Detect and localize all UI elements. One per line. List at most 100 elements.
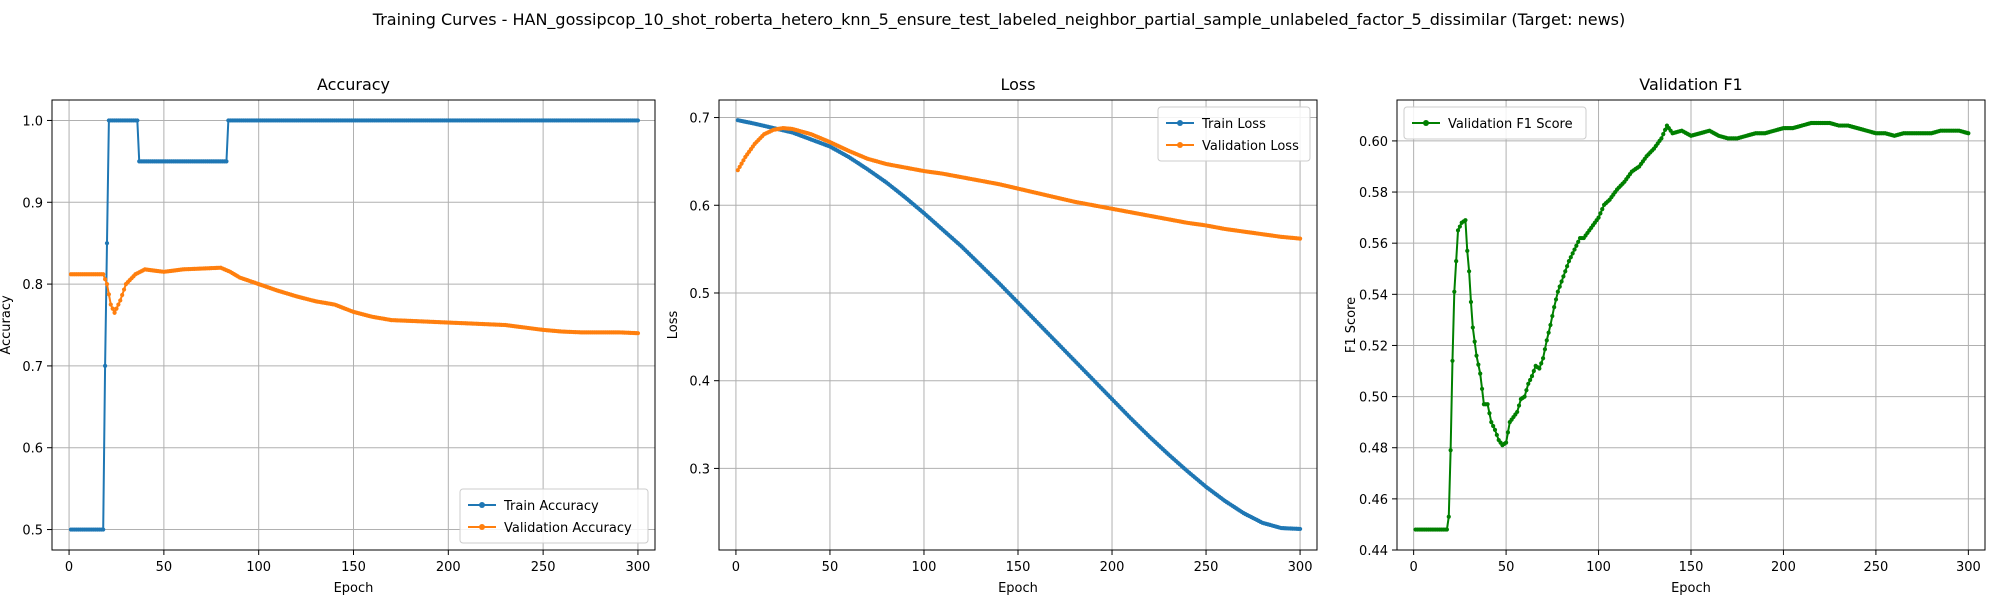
data-point [1553,297,1559,302]
data-point [1568,255,1573,260]
legend-item: Validation Loss [1166,139,1299,154]
data-point [1570,251,1575,256]
series-train-accuracy [68,118,641,532]
data-point [1503,440,1509,445]
data-point [104,241,110,246]
data-point [1472,339,1477,344]
data-point [1531,368,1536,374]
data-point [1468,299,1474,305]
x-tick-label: 300 [1288,560,1313,575]
data-point [121,287,127,292]
legend-box [1157,106,1311,162]
grid [1397,100,1985,551]
y-tick-label: 0.4 [689,375,710,390]
plot-frame [1396,99,1986,551]
data-point [1526,381,1531,386]
series-markers [1413,120,1971,532]
x-tick-label: 250 [1194,560,1219,575]
data-point [1600,206,1605,212]
data-point [1966,131,1971,136]
data-point [1539,361,1544,366]
data-point [1548,322,1553,328]
series-validation-loss [735,125,1303,241]
data-point [1522,394,1527,399]
data-point [1474,353,1479,358]
data-point [1596,215,1601,220]
series-validation-f1-score [1413,120,1971,532]
data-point [1457,224,1462,229]
data-point [635,331,641,336]
data-point [120,292,125,298]
data-point [1661,131,1666,137]
y-axis-label: Loss [666,311,681,340]
x-tick-label: 50 [822,560,839,575]
plot-frame [718,99,1318,551]
data-point [1297,236,1303,241]
accuracy-chart: Accuracy 0 50 100 150 200 250 300 0.5 0.6 0.7 0.8 0.… [0,75,656,596]
data-point [1546,330,1551,335]
data-point [1467,269,1472,274]
data-point [1524,388,1529,393]
series-markers [735,118,1303,532]
legend-label: Train Accuracy [503,499,599,514]
legend-swatch-marker [1177,120,1183,126]
data-point [1555,289,1560,294]
series-validation-accuracy [68,265,641,336]
y-tick-label: 0.44 [1359,544,1388,559]
data-point [1448,448,1453,453]
legend: Train Loss Validation Loss [1157,106,1311,162]
x-axis-label: Epoch [1671,581,1711,596]
data-point [739,161,744,166]
data-point [102,277,108,282]
data-point [635,118,641,123]
data-point [1452,289,1457,294]
data-point [1465,248,1470,253]
legend-label: Train Loss [1201,117,1266,132]
data-point [1574,243,1579,248]
data-point [1463,218,1468,223]
legend-item: Train Accuracy [468,499,599,514]
x-axis-label: Epoch [334,581,374,596]
data-point [741,158,746,163]
data-point [1542,347,1548,352]
data-point [1297,526,1303,532]
y-tick-label: 0.48 [1359,442,1388,457]
data-point [1598,211,1603,216]
y-tick-label: 0.3 [689,462,710,477]
data-point [114,306,119,311]
y-tick-label: 0.7 [22,360,43,375]
data-point [1494,432,1499,438]
x-tick-label: 300 [626,560,651,575]
y-tick-label: 0.7 [689,112,710,127]
loss-chart: Loss 0 50 100 150 200 250 300 0.3 0.4 0.5 0.6 0.7 Epo… [666,75,1318,596]
x-tick-label: 100 [1586,560,1611,575]
data-point [116,302,121,307]
data-point [1505,430,1511,435]
legend-label: Validation F1 Score [1448,117,1573,132]
data-point [102,363,108,369]
data-point [1479,386,1485,392]
data-point [1529,374,1535,379]
y-tick-label: 1.0 [22,114,43,129]
legend: Validation F1 Score [1403,106,1587,140]
legend-box [459,488,649,544]
y-tick-label: 0.58 [1359,186,1388,201]
data-point [1489,420,1494,425]
data-point [1492,427,1498,432]
legend-swatch-marker [1177,142,1183,148]
y-tick-label: 0.46 [1359,493,1388,508]
y-axis-label: F1 Score [1344,297,1359,353]
x-tick-label: 250 [531,560,556,575]
series-markers [68,118,641,532]
data-point [108,302,113,307]
y-axis-label: Accuracy [0,295,14,355]
x-tick-label: 200 [436,560,461,575]
series-markers [68,265,641,336]
y-tick-label: 0.50 [1359,391,1388,406]
y-tick-label: 0.9 [22,196,43,211]
data-point [112,310,117,315]
data-point [1470,325,1475,330]
x-tick-label: 100 [246,560,271,575]
data-point [1540,356,1546,361]
